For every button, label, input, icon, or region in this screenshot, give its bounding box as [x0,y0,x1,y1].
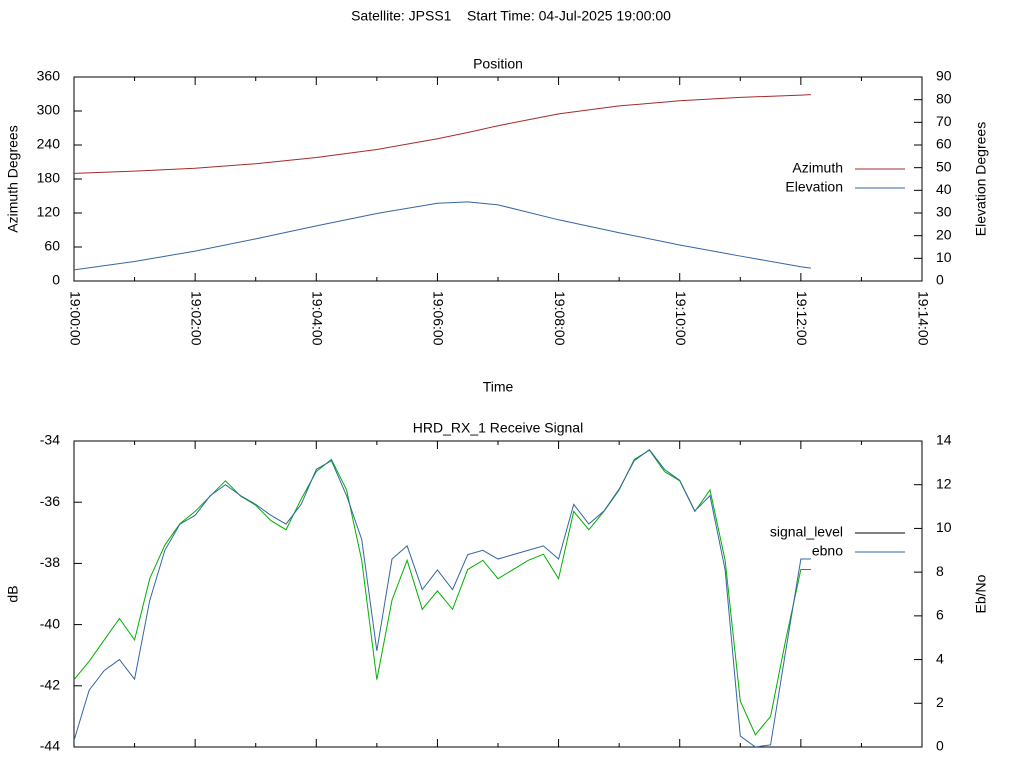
y2-tick-label: 60 [936,136,952,152]
y-tick-label: -42 [40,677,60,693]
y2-tick-label: 12 [936,475,952,491]
series-line [74,201,812,271]
y-axis-label: dB [5,585,21,602]
series-line [74,449,811,736]
y2-tick-label: 90 [936,68,952,84]
y-tick-label: -34 [40,432,60,448]
legend-label: signal_level [770,524,843,540]
y2-tick-label: 20 [936,226,952,242]
x-tick-label: 19:12:00 [794,291,810,346]
y-tick-label: 0 [52,272,60,288]
y2-axis-label: Eb/No [973,574,989,613]
y-tick-label: -38 [40,554,60,570]
y2-tick-label: 0 [936,738,944,754]
plot-title: Position [473,56,523,72]
y-tick-label: -36 [40,493,60,509]
y2-tick-label: 10 [936,519,952,535]
y2-axis-label: Elevation Degrees [973,122,989,236]
series-line [74,449,811,747]
y-tick-label: 240 [37,136,61,152]
y2-tick-label: 70 [936,113,952,129]
y-tick-label: 60 [44,238,60,254]
legend-label: Elevation [785,179,843,195]
x-tick-label: 19:04:00 [310,291,326,346]
plot-title: HRD_RX_1 Receive Signal [413,420,583,436]
y-tick-label: 180 [37,170,61,186]
x-tick-label: 19:00:00 [67,291,83,346]
y2-tick-label: 10 [936,249,952,265]
x-tick-label: 19:14:00 [915,291,931,346]
y2-tick-label: 2 [936,694,944,710]
y-tick-label: -44 [40,738,60,754]
y2-tick-label: 80 [936,90,952,106]
y-tick-label: 360 [37,68,61,84]
y-tick-label: -40 [40,615,60,631]
figure-title: Satellite: JPSS1 Start Time: 04-Jul-2025… [351,8,671,24]
y2-tick-label: 40 [936,181,952,197]
legend-label: Azimuth [792,160,843,176]
y-tick-label: 300 [37,102,61,118]
x-tick-label: 19:02:00 [188,291,204,346]
y-axis-label: Azimuth Degrees [5,125,21,232]
y2-tick-label: 0 [936,272,944,288]
y2-tick-label: 4 [936,650,944,666]
x-tick-label: 19:10:00 [673,291,689,346]
y2-tick-label: 6 [936,607,944,623]
legend-label: ebno [812,543,843,559]
y2-tick-label: 50 [936,158,952,174]
y2-tick-label: 14 [936,432,952,448]
y2-tick-label: 30 [936,204,952,220]
x-tick-label: 19:08:00 [552,291,568,346]
y2-tick-label: 8 [936,563,944,579]
x-axis-label: Time [483,379,514,395]
x-tick-label: 19:06:00 [431,291,447,346]
y-tick-label: 120 [37,204,61,220]
series-line [74,94,811,174]
